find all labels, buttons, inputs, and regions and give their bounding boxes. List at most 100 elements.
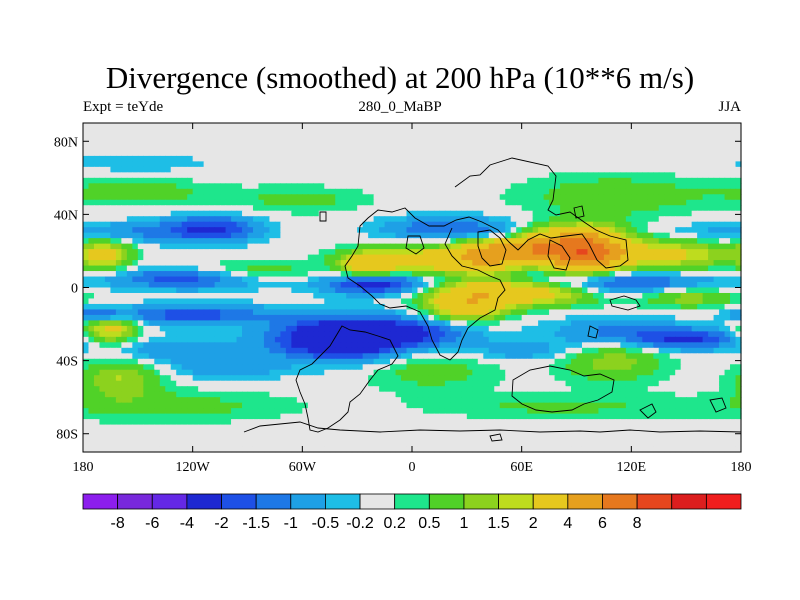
field-cell bbox=[625, 123, 632, 130]
field-cell bbox=[143, 320, 150, 327]
field-cell bbox=[433, 271, 441, 278]
field-cell bbox=[104, 221, 112, 228]
field-cell bbox=[455, 128, 462, 135]
field-cell bbox=[170, 188, 177, 195]
field-cell bbox=[291, 232, 298, 239]
field-cell bbox=[324, 249, 331, 256]
field-cell bbox=[263, 183, 271, 190]
field-cell bbox=[313, 303, 320, 311]
field-cell bbox=[159, 303, 166, 311]
field-cell bbox=[631, 249, 638, 256]
field-cell bbox=[285, 238, 292, 245]
field-cell bbox=[291, 243, 298, 250]
field-cell bbox=[395, 139, 402, 146]
field-cell bbox=[516, 227, 523, 234]
field-cell bbox=[187, 183, 194, 190]
field-cell bbox=[532, 282, 539, 289]
field-cell bbox=[724, 254, 731, 261]
field-cell bbox=[313, 271, 320, 278]
field-cell bbox=[669, 210, 676, 217]
field-cell bbox=[362, 199, 369, 206]
field-cell bbox=[291, 287, 298, 294]
field-cell bbox=[631, 325, 638, 332]
field-cell bbox=[576, 309, 583, 316]
field-cell bbox=[417, 161, 424, 168]
field-cell bbox=[455, 265, 462, 272]
field-cell bbox=[554, 144, 561, 152]
field-cell bbox=[159, 287, 166, 294]
field-cell bbox=[669, 133, 676, 141]
field-cell bbox=[554, 128, 561, 135]
field-cell bbox=[357, 320, 364, 327]
field-cell bbox=[170, 287, 177, 294]
field-cell bbox=[609, 161, 616, 168]
field-cell bbox=[439, 336, 446, 343]
field-cell bbox=[395, 232, 402, 239]
divergence-field bbox=[83, 123, 742, 453]
field-cell bbox=[494, 254, 501, 261]
field-cell bbox=[450, 309, 457, 316]
field-cell bbox=[401, 227, 408, 234]
field-cell bbox=[494, 144, 501, 152]
field-cell bbox=[647, 144, 654, 152]
field-cell bbox=[647, 336, 654, 343]
field-cell bbox=[631, 161, 638, 168]
field-cell bbox=[148, 210, 155, 217]
field-cell bbox=[115, 282, 122, 289]
field-cell bbox=[263, 172, 271, 179]
field-cell bbox=[412, 265, 419, 272]
field-cell bbox=[713, 150, 720, 157]
field-cell bbox=[730, 303, 737, 311]
field-cell bbox=[154, 128, 161, 135]
field-cell bbox=[384, 161, 391, 168]
field-cell bbox=[439, 188, 446, 195]
field-cell bbox=[274, 292, 281, 300]
field-cell bbox=[252, 139, 260, 146]
field-cell bbox=[636, 309, 643, 316]
field-cell bbox=[368, 188, 375, 195]
field-cell bbox=[653, 161, 660, 168]
field-cell bbox=[285, 166, 292, 173]
field-cell bbox=[581, 254, 589, 261]
field-cell bbox=[302, 347, 309, 354]
field-cell bbox=[538, 238, 545, 245]
field-cell bbox=[165, 320, 172, 327]
field-cell bbox=[88, 123, 95, 130]
field-cell bbox=[598, 287, 605, 294]
field-cell bbox=[625, 287, 632, 294]
field-cell bbox=[313, 314, 320, 321]
field-cell bbox=[346, 336, 353, 343]
field-cell bbox=[296, 309, 303, 316]
field-cell bbox=[675, 238, 682, 245]
field-cell bbox=[494, 123, 501, 130]
field-cell bbox=[664, 123, 671, 130]
field-cell bbox=[412, 205, 419, 212]
field-cell bbox=[307, 249, 314, 256]
field-cell bbox=[510, 320, 517, 327]
field-cell bbox=[83, 331, 90, 338]
field-cell bbox=[581, 232, 589, 239]
field-cell bbox=[532, 265, 539, 272]
field-cell bbox=[735, 265, 742, 272]
field-cell bbox=[192, 314, 199, 321]
field-cell bbox=[121, 144, 128, 152]
field-cell bbox=[724, 249, 731, 256]
field-cell bbox=[719, 150, 726, 157]
field-cell bbox=[576, 292, 583, 300]
field-cell bbox=[433, 216, 441, 223]
field-cell bbox=[735, 276, 742, 283]
field-cell bbox=[510, 276, 517, 283]
field-cell bbox=[664, 287, 671, 294]
field-cell bbox=[362, 271, 369, 278]
field-cell bbox=[406, 271, 413, 278]
field-cell bbox=[730, 325, 737, 332]
field-cell bbox=[538, 144, 545, 152]
field-cell bbox=[236, 347, 243, 354]
field-cell bbox=[121, 282, 128, 289]
field-cell bbox=[313, 155, 320, 162]
field-cell bbox=[713, 331, 720, 338]
field-cell bbox=[483, 309, 490, 316]
field-cell bbox=[669, 183, 676, 190]
field-cell bbox=[494, 238, 501, 245]
field-cell bbox=[318, 254, 325, 261]
